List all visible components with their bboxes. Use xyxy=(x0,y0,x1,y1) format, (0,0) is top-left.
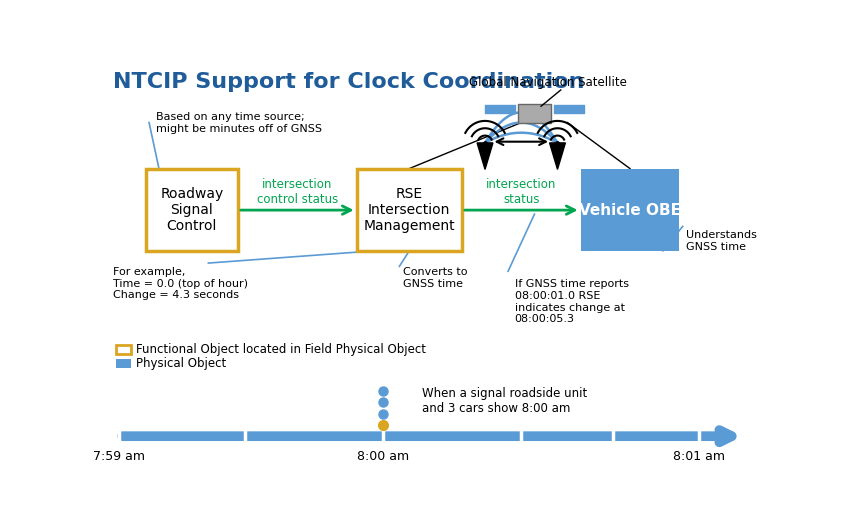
FancyBboxPatch shape xyxy=(116,359,131,368)
Polygon shape xyxy=(477,143,493,169)
Text: 8:01 am: 8:01 am xyxy=(673,451,725,463)
Text: Global Navigation Satellite: Global Navigation Satellite xyxy=(468,76,626,89)
Text: Based on any time source;
might be minutes off of GNSS: Based on any time source; might be minut… xyxy=(156,112,321,134)
FancyBboxPatch shape xyxy=(518,104,551,123)
Text: Functional Object located in Field Physical Object: Functional Object located in Field Physi… xyxy=(136,343,426,357)
FancyBboxPatch shape xyxy=(146,169,238,251)
Text: Converts to
GNSS time: Converts to GNSS time xyxy=(403,267,468,289)
FancyBboxPatch shape xyxy=(357,169,462,251)
Text: 8:00 am: 8:00 am xyxy=(357,451,409,463)
Text: When a signal roadside unit
and 3 cars show 8:00 am: When a signal roadside unit and 3 cars s… xyxy=(422,387,587,415)
Text: Roadway
Signal
Control: Roadway Signal Control xyxy=(161,187,224,233)
Text: intersection
control status: intersection control status xyxy=(257,178,338,206)
Text: RSE
Intersection
Management: RSE Intersection Management xyxy=(364,187,455,233)
Text: intersection
status: intersection status xyxy=(486,178,557,206)
FancyBboxPatch shape xyxy=(116,345,131,354)
Text: Vehicle OBE: Vehicle OBE xyxy=(579,203,681,217)
FancyBboxPatch shape xyxy=(581,169,679,251)
Polygon shape xyxy=(550,143,565,169)
Text: Physical Object: Physical Object xyxy=(136,357,226,370)
Text: NTCIP Support for Clock Coordination: NTCIP Support for Clock Coordination xyxy=(113,71,584,92)
Text: If GNSS time reports
08:00:01.0 RSE
indicates change at
08:00:05.3: If GNSS time reports 08:00:01.0 RSE indi… xyxy=(514,279,629,324)
Text: For example,
Time = 0.0 (top of hour)
Change = 4.3 seconds: For example, Time = 0.0 (top of hour) Ch… xyxy=(113,267,248,300)
Text: 7:59 am: 7:59 am xyxy=(94,451,145,463)
Text: Understands
GNSS time: Understands GNSS time xyxy=(686,231,756,252)
